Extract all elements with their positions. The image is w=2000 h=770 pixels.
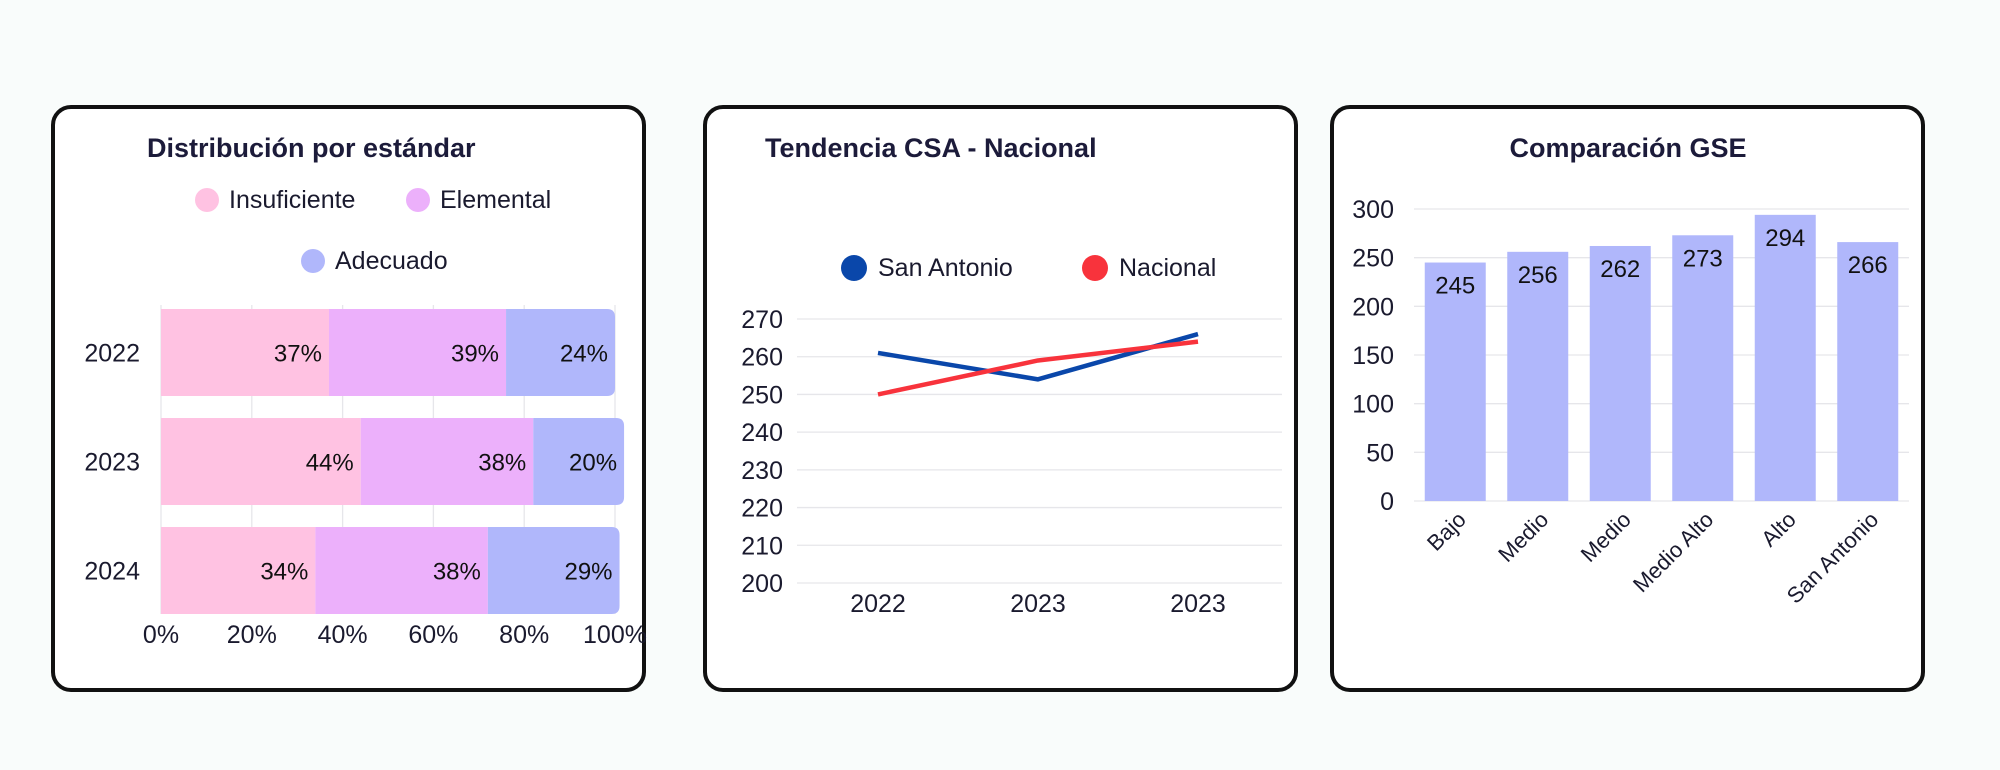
bar-segment: [161, 309, 329, 396]
bar-segment: [506, 309, 615, 396]
bar-segment: [328, 309, 507, 396]
x-tick-label: 80%: [499, 621, 549, 649]
stacked-bar-chart: Distribución por estándar Insuficiente El…: [84, 133, 647, 650]
legend-label: Elemental: [440, 186, 551, 214]
bar-chart-card: Comparación GSE 245 256 262 273 294 266 300 25…: [1330, 105, 1925, 692]
data-label: 24%: [560, 341, 608, 368]
x-tick-label: 40%: [318, 621, 368, 649]
x-tick-label: 20%: [227, 621, 277, 649]
x-tick-label: 0%: [143, 621, 179, 649]
bar-segment: [161, 418, 361, 505]
chart-title: Comparación GSE: [1509, 133, 1746, 163]
bar-segment: [360, 418, 534, 505]
data-label: 256: [1518, 262, 1558, 289]
bar-segment: [487, 527, 620, 614]
x-tick-label: 60%: [408, 621, 458, 649]
bar-segment: [533, 418, 625, 505]
grid: [797, 318, 1282, 584]
y-tick-label: 270: [741, 306, 783, 334]
x-tick-label: 2022: [850, 590, 906, 618]
series-line-nacional: [877, 339, 1199, 397]
data-label: 34%: [260, 559, 308, 586]
legend-marker: [406, 188, 430, 212]
bar: [1589, 245, 1651, 501]
y-tick-label: 300: [1352, 196, 1394, 224]
legend-label: Nacional: [1119, 254, 1216, 282]
y-tick-label: 2024: [84, 558, 140, 586]
y-tick-label: 200: [1352, 293, 1394, 321]
bar: [1672, 235, 1734, 501]
y-tick-label: 230: [741, 457, 783, 485]
bar-segment: [161, 527, 316, 614]
x-tick-label: Bajo: [1422, 507, 1471, 556]
grid: [1414, 208, 1909, 502]
legend-marker: [1082, 255, 1108, 281]
y-tick-label: 2022: [84, 340, 140, 368]
y-tick-label: 220: [741, 495, 783, 523]
x-tick-label: Medio Alto: [1628, 507, 1718, 597]
chart-title: Distribución por estándar: [147, 133, 476, 163]
y-tick-label: 250: [741, 381, 783, 409]
x-tick-label: Alto: [1756, 507, 1800, 551]
y-tick-label: 150: [1352, 342, 1394, 370]
bar: [1837, 242, 1899, 502]
data-label: 20%: [569, 450, 617, 477]
x-tick-label: 2023: [1170, 590, 1226, 618]
data-label: 266: [1848, 252, 1888, 279]
bar-segment: [315, 527, 488, 614]
bars: 245 256 262 273 294 266: [1424, 214, 1899, 502]
data-label: 273: [1683, 245, 1723, 272]
x-tick-label: Medio: [1493, 507, 1553, 567]
legend-label: Insuficiente: [229, 186, 355, 214]
legend-label: Adecuado: [335, 247, 448, 275]
data-label: 39%: [451, 341, 499, 368]
y-tick-label: 100: [1352, 391, 1394, 419]
data-label: 262: [1600, 256, 1640, 283]
data-label: 38%: [433, 559, 481, 586]
legend: Insuficiente Elemental Adecuado: [195, 186, 551, 275]
x-tick-label: Medio: [1576, 507, 1636, 567]
x-tick-label: 100%: [583, 621, 647, 649]
bar: [1507, 251, 1569, 501]
bar-chart: Comparación GSE 245 256 262 273 294 266 300 25…: [1352, 133, 1909, 608]
legend-marker: [841, 255, 867, 281]
y-tick-label: 50: [1366, 439, 1394, 467]
legend-marker: [195, 188, 219, 212]
line-chart: Tendencia CSA - Nacional San Antonio Naci…: [741, 133, 1282, 618]
y-tick-label: 260: [741, 344, 783, 372]
data-label: 29%: [564, 559, 612, 586]
bar: [1424, 262, 1486, 501]
bar: [1754, 214, 1816, 501]
data-label: 294: [1765, 225, 1805, 252]
legend-marker: [301, 249, 325, 273]
stacked-bar-chart-card: Distribución por estándar Insuficiente El…: [51, 105, 647, 692]
legend: San Antonio Nacional: [841, 254, 1216, 282]
axis: 270 260 250 240 230 220 210 200 2022 2023 2023: [741, 306, 1226, 618]
legend-label: San Antonio: [878, 254, 1013, 282]
y-tick-label: 2023: [84, 449, 140, 477]
x-tick-label: 2023: [1010, 590, 1066, 618]
data-label: 38%: [478, 450, 526, 477]
data-label: 37%: [274, 341, 322, 368]
y-tick-label: 0: [1380, 488, 1394, 516]
data-label: 245: [1435, 273, 1475, 300]
line-chart-card: Tendencia CSA - Nacional San Antonio Naci…: [703, 105, 1298, 692]
bars: 37% 39% 24% 44% 38% 20% 34% 38% 29%: [161, 309, 625, 614]
y-tick-label: 250: [1352, 245, 1394, 273]
y-tick-label: 200: [741, 570, 783, 598]
chart-title: Tendencia CSA - Nacional: [765, 133, 1097, 163]
data-label: 44%: [306, 450, 354, 477]
y-tick-label: 210: [741, 532, 783, 560]
series-lines: [877, 331, 1199, 397]
axis: 0% 20% 40% 60% 80% 100% 2022 2023 2024: [84, 340, 647, 650]
y-tick-label: 240: [741, 419, 783, 447]
